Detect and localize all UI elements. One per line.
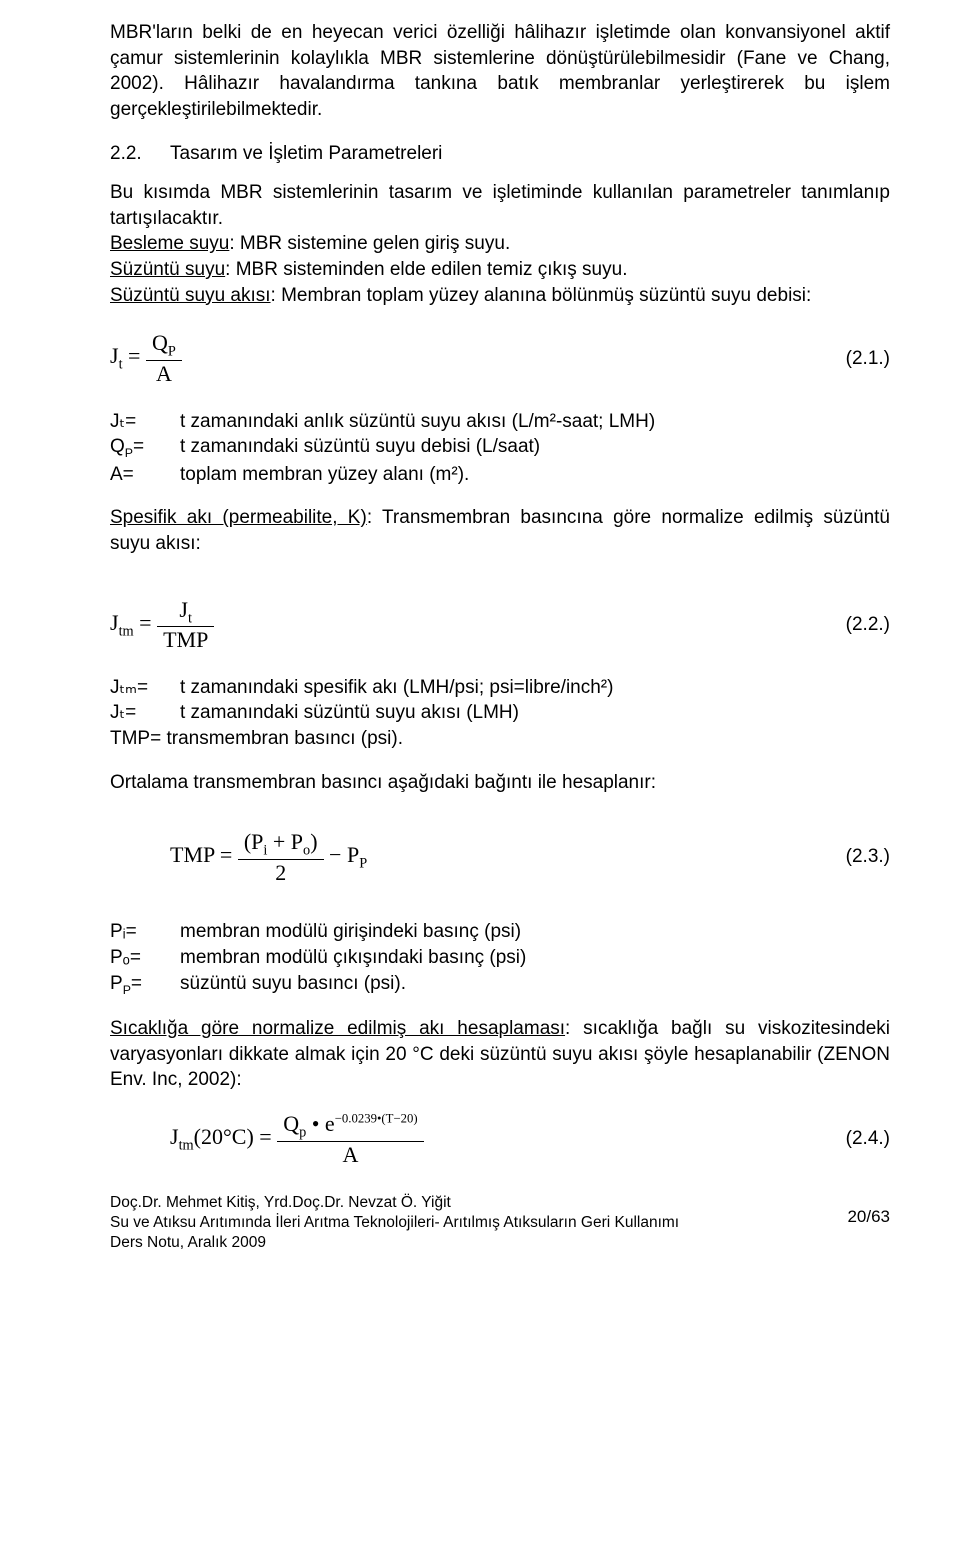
sakisi-def: Süzüntü suyu akısı: Membran toplam yüzey…	[110, 283, 890, 309]
def-po-val: membran modülü çıkışındaki basınç (psi)	[180, 945, 890, 971]
eq23-tail-sub: P	[359, 856, 367, 872]
def-qp-val: t zamanındaki süzüntü suyu debisi (L/saa…	[180, 434, 890, 461]
suzuntu-text: : MBR sisteminden elde edilen temiz çıkı…	[225, 259, 627, 280]
eq21-num-sub: P	[168, 344, 176, 360]
eq23-definitions: Pᵢ=membran modülü girişindeki basınç (ps…	[110, 919, 890, 998]
besleme-term: Besleme suyu	[110, 233, 229, 254]
def-a-key: A=	[110, 462, 180, 488]
eq22-lhs: J	[110, 610, 119, 635]
equation-2-2: Jtm = Jt TMP (2.2.)	[110, 597, 890, 653]
spesifik-term: Spesifik akı (permeabilite, K)	[110, 507, 367, 528]
equation-2-4: Jtm(20°C) = Qp • e−0.0239•(T−20) A (2.4.…	[170, 1111, 890, 1167]
footer-line-3: Ders Notu, Aralık 2009	[110, 1233, 890, 1253]
sakisi-term: Süzüntü suyu akısı	[110, 285, 271, 306]
sicaklik-term: Sıcaklığa göre normalize edilmiş akı hes…	[110, 1018, 565, 1039]
sicaklik-def: Sıcaklığa göre normalize edilmiş akı hes…	[110, 1016, 890, 1093]
eq22-num: J	[179, 597, 188, 622]
eq21-lhs-sub: t	[119, 357, 123, 373]
def-jt2-val: t zamanındaki süzüntü suyu akısı (LMH)	[180, 700, 890, 726]
eq24-den: A	[277, 1142, 423, 1167]
eq22-lhs-sub: tm	[119, 623, 134, 639]
def-jtm-val: t zamanındaki spesifik akı (LMH/psi; psi…	[180, 675, 890, 701]
eq23-tail: − P	[329, 842, 359, 867]
suzuntu-def: Süzüntü suyu: MBR sisteminden elde edile…	[110, 257, 890, 283]
def-jt-key: Jₜ=	[110, 409, 180, 435]
ortalama-text: Ortalama transmembran basıncı aşağıdaki …	[110, 770, 890, 796]
def-qp-key: QP=	[110, 434, 180, 461]
eq22-number: (2.2.)	[846, 612, 890, 638]
eq22-den: TMP	[157, 627, 214, 652]
def-pp-key: PP=	[110, 971, 180, 998]
def-a-val: toplam membran yüzey alanı (m²).	[180, 462, 890, 488]
besleme-text: : MBR sistemine gelen giriş suyu.	[229, 233, 510, 254]
def-jtm-key: Jₜₘ=	[110, 675, 180, 701]
equation-2-3: TMP = (Pi + Po) 2 − PP (2.3.)	[170, 829, 890, 885]
heading-title: Tasarım ve İşletim Parametreleri	[170, 143, 442, 164]
eq23-den: 2	[238, 860, 324, 885]
suzuntu-term: Süzüntü suyu	[110, 259, 225, 280]
def-pi-key: Pᵢ=	[110, 919, 180, 945]
section-intro: Bu kısımda MBR sistemlerinin tasarım ve …	[110, 180, 890, 231]
eq24-lhs1-sub: tm	[179, 1138, 194, 1154]
eq24-lhs2: (20°C) =	[194, 1124, 272, 1149]
def-jt2-key: Jₜ=	[110, 700, 180, 726]
eq21-lhs: J	[110, 344, 119, 369]
eq21-number: (2.1.)	[846, 346, 890, 372]
besleme-def: Besleme suyu: MBR sistemine gelen giriş …	[110, 231, 890, 257]
eq21-num: Q	[152, 330, 168, 355]
eq21-den: A	[146, 361, 182, 386]
equation-2-1: Jt = QP A (2.1.)	[110, 330, 890, 386]
eq24-number: (2.4.)	[846, 1126, 890, 1152]
intro-paragraph: MBR'ların belki de en heyecan verici öze…	[110, 20, 890, 123]
sakisi-text: : Membran toplam yüzey alanına bölünmüş …	[271, 285, 812, 306]
eq22-definitions: Jₜₘ=t zamanındaki spesifik akı (LMH/psi;…	[110, 675, 890, 752]
def-pp-val: süzüntü suyu basıncı (psi).	[180, 971, 890, 998]
heading-number: 2.2.	[110, 141, 170, 167]
eq21-definitions: Jₜ=t zamanındaki anlık süzüntü suyu akıs…	[110, 409, 890, 488]
section-heading-22: 2.2.Tasarım ve İşletim Parametreleri	[110, 141, 890, 167]
def-jt-val: t zamanındaki anlık süzüntü suyu akısı (…	[180, 409, 890, 435]
spesifik-def: Spesifik akı (permeabilite, K): Transmem…	[110, 505, 890, 556]
def-po-key: Pₒ=	[110, 945, 180, 971]
eq23-number: (2.3.)	[846, 844, 890, 870]
def-pi-val: membran modülü girişindeki basınç (psi)	[180, 919, 890, 945]
eq22-num-sub: t	[188, 610, 192, 626]
eq23-lhs: TMP	[170, 842, 214, 867]
def-tmp: TMP= transmembran basıncı (psi).	[110, 726, 890, 752]
eq24-lhs1: J	[170, 1124, 179, 1149]
